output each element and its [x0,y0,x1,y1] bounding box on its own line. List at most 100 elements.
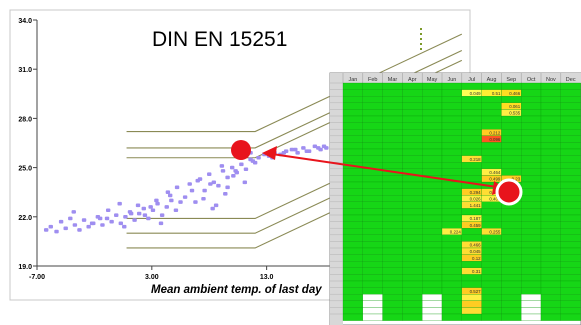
sheet-cell-value: 0.026 [470,196,482,201]
scatter-point [213,203,219,208]
sheet-cell [540,201,561,209]
sheet-cell [422,181,443,189]
sheet-cell [362,247,383,255]
sheet-cell [461,135,482,143]
sheet-cell [342,181,363,189]
sheet-cell [342,313,363,321]
sheet-cell [560,247,581,255]
sheet-cell [382,195,403,202]
sheet-cell [441,300,462,308]
sheet-cell [342,247,363,255]
sheet-cell [362,287,383,295]
sheet-cell [382,267,403,275]
sheet-cell [481,274,502,282]
sheet-cell [540,241,561,249]
sheet-cell [422,122,443,130]
sheet-cell [402,307,423,315]
sheet-cell [481,247,502,255]
scatter-point [100,223,105,227]
scatter-point [202,188,207,193]
sheet-cell [481,267,502,275]
sheet-cell [461,162,482,169]
sheet-cell [481,280,502,288]
scatter-point [128,211,134,216]
scatter-point [289,147,295,152]
sheet-cell [342,89,363,97]
scatter-point [141,206,146,211]
x-axis-label: Mean ambient temp. of last day [151,284,322,296]
sheet-cell [461,148,482,156]
sheet-cell [481,208,502,216]
sheet-cell [342,168,363,176]
sheet-cell-value: 0.466 [509,91,521,96]
sheet-cell [422,300,443,308]
sheet-cell [540,175,561,183]
sheet-cell [481,155,502,163]
scatter-point [159,213,165,217]
sheet-cell [342,135,363,143]
sheet-cell [382,307,403,315]
scatter-point [97,216,103,221]
sheet-cell [422,241,443,249]
sheet-cell [560,300,581,308]
sheet-row-header-column [330,83,343,325]
double-arrow-line [271,153,498,188]
sheet-cell [441,129,462,136]
sheet-cell [481,96,502,103]
sheet-cell [540,168,561,176]
sheet-cell [560,313,581,321]
scatter-point [142,213,148,217]
sheet-cell [501,96,522,103]
sheet-cell [521,96,542,103]
sheet-cell [501,274,522,282]
sheet-cell [422,96,443,103]
sheet-cell [521,175,542,183]
overlay-marks [231,140,523,206]
sheet-cell [362,208,383,216]
sheet-highlight-cell [461,267,482,275]
sheet-cell [402,142,423,150]
sheet-cell [521,280,542,288]
sheet-cell [521,241,542,249]
sheet-cell [540,96,561,103]
sheet-cell [521,261,542,268]
y-tick-label: 25.0 [18,166,32,173]
y-tick-label: 34.0 [18,18,32,25]
scatter-point [189,188,195,193]
sheet-cell [402,82,423,90]
scatter-point [72,223,78,227]
sheet-cell [501,221,522,229]
sheet-cell [382,129,403,136]
sheet-cell [422,142,443,150]
sheet-cell [402,221,423,229]
sheet-cell [521,234,542,242]
scatter-point [158,221,164,226]
sheet-cell [402,214,423,222]
sheet-cell [342,96,363,103]
scatter-point [225,175,230,180]
sheet-cell [560,234,581,242]
scatter-point [250,159,256,163]
sheet-cell [441,115,462,123]
sheet-cell [560,195,581,202]
sheet-cell [560,102,581,110]
sheet-cell [540,307,561,315]
sheet-cell [441,201,462,209]
sheet-cell [422,221,443,229]
sheet-cell [362,89,383,97]
sheet-cell [382,201,403,209]
sheet-cell [560,175,581,183]
sheet-cell [441,109,462,117]
sheet-highlight-cell [481,135,502,143]
sheet-cell [540,313,561,321]
scatter-point [178,200,183,204]
sheet-cell [521,228,542,235]
sheet-cell [441,254,462,262]
sheet-highlight-cell [461,300,482,308]
comfort-line [126,33,463,133]
sheet-cell [481,148,502,156]
sheet-cell [362,188,383,196]
sheet-cell [501,287,522,295]
sheet-cell [362,102,383,110]
scatter-point [321,144,327,149]
